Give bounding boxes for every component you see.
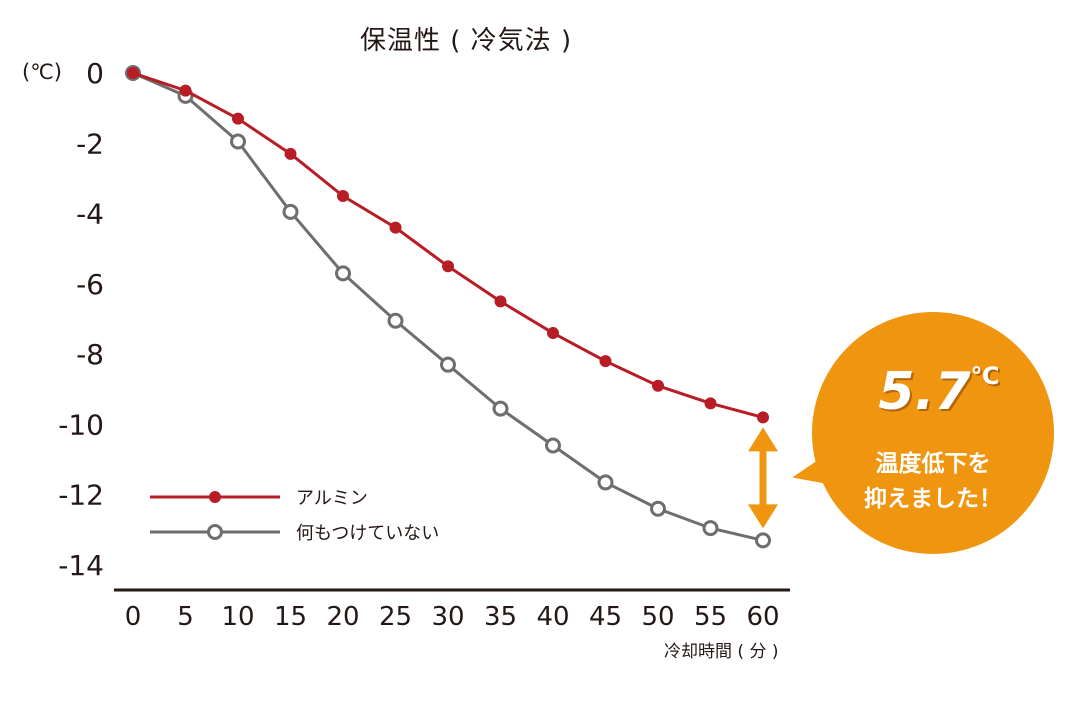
x-tick-label: 60: [746, 602, 779, 632]
y-tick-label: -4: [76, 198, 104, 231]
legend-label: アルミン: [296, 488, 368, 509]
data-point: [755, 532, 771, 549]
data-point: [440, 356, 456, 373]
x-tick-label: 35: [484, 602, 517, 632]
legend-marker: [209, 491, 221, 503]
x-axis-title: 冷却時間 ( 分 ): [664, 642, 779, 662]
y-tick-label: -6: [76, 268, 104, 301]
data-point: [702, 520, 719, 537]
data-point: [547, 327, 559, 340]
callout-number: 5.7: [878, 362, 971, 422]
callout-line-2: 抑えました！: [864, 486, 1002, 512]
y-tick-label: -2: [76, 127, 104, 160]
data-point: [284, 147, 297, 160]
data-point: [232, 112, 244, 125]
x-tick-label: 20: [326, 602, 359, 632]
data-point: [282, 203, 299, 220]
data-point: [494, 295, 507, 308]
x-tick-label: 15: [274, 602, 307, 632]
data-point: [650, 500, 666, 517]
legend-label: 何もつけていない: [296, 523, 439, 544]
legend-marker: [207, 524, 223, 540]
y-axis-unit: (℃): [22, 60, 62, 84]
data-point: [337, 190, 349, 202]
data-point: [335, 265, 351, 282]
data-point: [599, 355, 612, 368]
x-tick-label: 0: [125, 602, 142, 632]
callout-value: 5.7℃: [864, 362, 1014, 422]
data-point: [492, 400, 509, 417]
callout-bubble: [812, 312, 1054, 554]
data-point: [389, 221, 402, 234]
x-tick-label: 25: [379, 602, 412, 632]
x-tick-label: 5: [177, 602, 194, 632]
x-tick-label: 40: [536, 602, 569, 632]
y-tick-label: 0: [86, 57, 104, 90]
x-tick-label: 10: [221, 602, 254, 632]
data-point: [597, 474, 614, 491]
data-point: [545, 437, 561, 454]
y-tick-label: -12: [58, 479, 104, 512]
y-tick-label: -14: [58, 549, 104, 582]
chart-title: 保温性 ( 冷気法 ): [360, 26, 573, 56]
callout-unit: ℃: [970, 362, 1000, 390]
y-tick-label: -10: [58, 408, 104, 441]
x-tick-label: 45: [589, 602, 622, 632]
x-tick-label: 50: [641, 602, 674, 632]
data-point: [442, 260, 454, 273]
data-point: [230, 133, 246, 150]
data-point: [127, 67, 139, 79]
x-tick-label: 55: [694, 602, 727, 632]
data-point: [387, 312, 404, 329]
callout-line-1: 温度低下を: [875, 451, 991, 477]
series-line: [132, 71, 764, 542]
data-point: [704, 397, 717, 410]
difference-arrow-head-down: [748, 504, 778, 529]
x-tick-label: 30: [431, 602, 464, 632]
data-point: [757, 411, 769, 424]
data-point: [179, 84, 192, 97]
data-point: [652, 379, 664, 392]
y-tick-label: -8: [76, 338, 104, 371]
difference-arrow-head-up: [748, 427, 778, 452]
